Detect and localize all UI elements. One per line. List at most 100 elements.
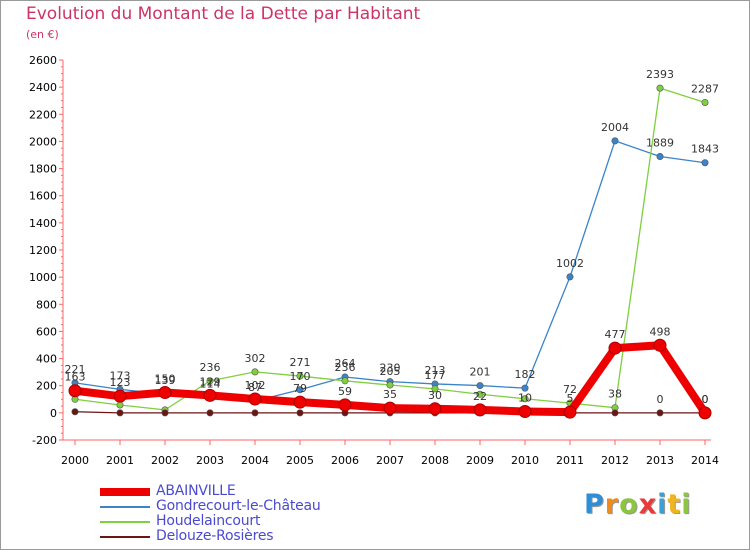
y-tick-label: 2600: [29, 54, 57, 67]
data-label: 10: [518, 392, 532, 405]
proxiti-logo: Proxiti: [584, 489, 692, 520]
legend-label: Gondrecourt-le-Château: [156, 498, 321, 514]
data-label: 102: [245, 379, 266, 392]
data-label: 1002: [556, 257, 584, 270]
data-label: 72: [563, 383, 577, 396]
data-point: [296, 386, 304, 394]
data-point: [611, 409, 619, 417]
data-point: [383, 401, 397, 415]
data-point: [113, 389, 127, 403]
data-point: [701, 159, 709, 167]
data-point: [656, 409, 664, 417]
data-label: 163: [65, 371, 86, 384]
data-label: 35: [383, 388, 397, 401]
data-label: 236: [200, 361, 221, 374]
x-tick-label: 2003: [196, 454, 224, 467]
data-point: [521, 384, 529, 392]
x-tick-label: 2005: [286, 454, 314, 467]
data-point: [656, 152, 664, 160]
x-tick-label: 2006: [331, 454, 359, 467]
data-label: 2287: [691, 82, 719, 95]
data-point: [206, 409, 214, 417]
x-tick-label: 2012: [601, 454, 629, 467]
x-tick-label: 2008: [421, 454, 449, 467]
y-tick-label: 400: [36, 353, 57, 366]
x-tick-label: 2002: [151, 454, 179, 467]
x-tick-label: 2000: [61, 454, 89, 467]
data-point: [248, 392, 262, 406]
data-label: 0: [702, 393, 709, 406]
legend-label: ABAINVILLE: [156, 483, 236, 499]
data-label: 79: [293, 382, 307, 395]
data-label: 87: [248, 381, 262, 394]
data-point: [473, 403, 487, 417]
y-tick-label: 2000: [29, 135, 57, 148]
data-label: 0: [657, 393, 664, 406]
legend-swatch: [100, 536, 150, 538]
data-point: [608, 341, 622, 355]
data-label: 221: [65, 363, 86, 376]
y-tick-label: 600: [36, 325, 57, 338]
data-label: 30: [428, 389, 442, 402]
data-point: [338, 398, 352, 412]
data-label: 264: [335, 357, 356, 370]
data-point: [698, 406, 712, 420]
y-tick-label: 1800: [29, 163, 57, 176]
data-label: 114: [200, 377, 221, 390]
data-point: [656, 84, 664, 92]
y-tick-label: 1200: [29, 244, 57, 257]
y-tick-label: 0: [50, 407, 57, 420]
data-label: 22: [473, 390, 487, 403]
legend-swatch: [100, 488, 150, 496]
data-point: [206, 377, 214, 385]
data-label: 230: [380, 362, 401, 375]
data-label: 2393: [646, 68, 674, 81]
data-label: 38: [608, 388, 622, 401]
data-label: 477: [605, 328, 626, 341]
y-tick-label: 1000: [29, 271, 57, 284]
data-label: 1889: [646, 136, 674, 149]
y-tick-label: 2400: [29, 81, 57, 94]
data-point: [296, 372, 304, 380]
x-tick-label: 2009: [466, 454, 494, 467]
data-point: [251, 409, 259, 417]
data-label: 59: [338, 385, 352, 398]
y-tick-label: 2200: [29, 108, 57, 121]
data-label: 150: [155, 373, 176, 386]
data-label: 170: [290, 370, 311, 383]
data-point: [158, 386, 172, 399]
data-point: [116, 409, 124, 417]
data-point: [521, 395, 529, 403]
y-tick-label: 800: [36, 298, 57, 311]
data-label: 5: [567, 392, 574, 405]
data-point: [563, 405, 577, 419]
data-label: 2004: [601, 121, 629, 134]
data-label: 302: [245, 352, 266, 365]
data-label: 498: [650, 325, 671, 338]
y-tick-label: 1600: [29, 190, 57, 203]
x-tick-label: 2011: [556, 454, 584, 467]
data-label: 177: [425, 369, 446, 382]
data-point: [701, 98, 709, 106]
data-point: [203, 388, 217, 402]
data-label: 213: [425, 364, 446, 377]
data-label: 0: [702, 393, 709, 406]
data-point: [476, 390, 484, 398]
data-point: [68, 384, 82, 398]
x-tick-label: 2013: [646, 454, 674, 467]
data-label: 139: [155, 374, 176, 387]
data-point: [611, 137, 619, 145]
data-point: [161, 409, 169, 417]
data-label: 123: [110, 376, 131, 389]
legend-label: Delouze-Rosières: [156, 528, 274, 544]
x-tick-label: 2010: [511, 454, 539, 467]
data-label: 1843: [691, 143, 719, 156]
data-point: [653, 338, 667, 352]
data-label: 271: [290, 356, 311, 369]
x-tick-label: 2014: [691, 454, 719, 467]
legend-swatch: [100, 506, 150, 508]
data-point: [251, 368, 259, 376]
data-label: 205: [380, 365, 401, 378]
data-point: [566, 273, 574, 281]
